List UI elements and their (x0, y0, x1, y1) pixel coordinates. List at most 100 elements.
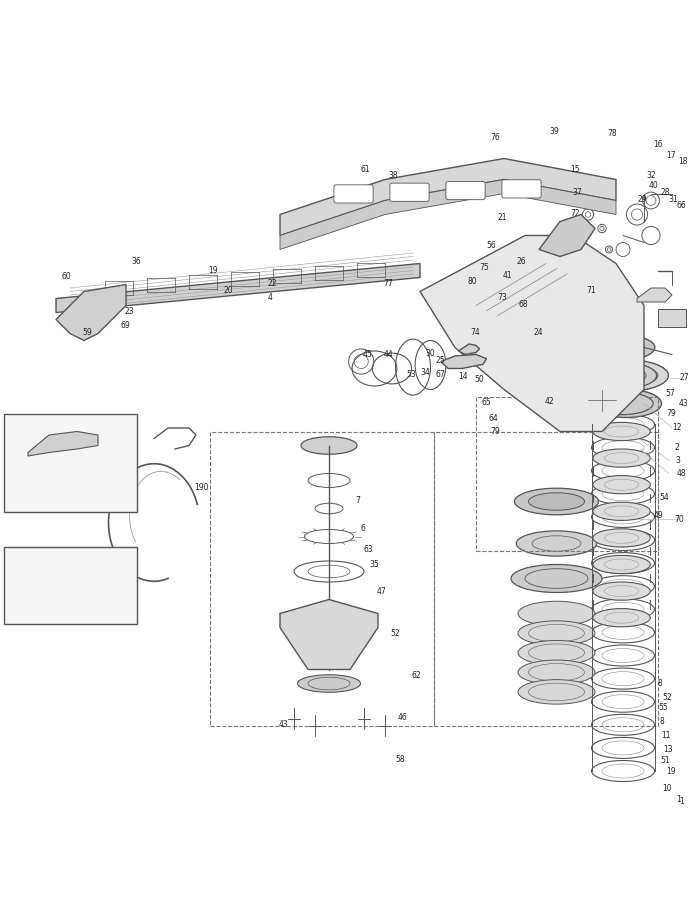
Text: 67: 67 (435, 369, 445, 379)
Ellipse shape (528, 493, 584, 510)
Text: 54: 54 (659, 494, 669, 503)
Polygon shape (28, 432, 98, 456)
Text: 8: 8 (658, 679, 663, 688)
Text: 62: 62 (412, 671, 421, 679)
FancyBboxPatch shape (334, 185, 373, 203)
Text: 64: 64 (489, 414, 498, 424)
Text: 19: 19 (666, 766, 676, 776)
Text: 190: 190 (195, 483, 209, 492)
Polygon shape (280, 158, 616, 235)
FancyBboxPatch shape (502, 180, 541, 198)
Ellipse shape (518, 641, 595, 665)
Text: 53: 53 (406, 369, 416, 379)
Text: 69: 69 (120, 321, 130, 330)
Text: 29: 29 (637, 195, 647, 204)
Text: 70: 70 (674, 515, 684, 524)
Text: 20: 20 (224, 286, 234, 295)
Text: 79: 79 (666, 409, 676, 418)
Ellipse shape (592, 390, 662, 417)
Text: 31: 31 (668, 195, 678, 204)
Bar (658, 309, 686, 326)
Text: 58: 58 (395, 754, 405, 764)
Ellipse shape (511, 564, 602, 593)
Text: 35: 35 (370, 560, 379, 569)
Ellipse shape (514, 488, 598, 515)
Text: 19: 19 (209, 266, 218, 275)
Text: 42: 42 (545, 397, 554, 406)
Bar (476, 396, 658, 550)
Text: 72: 72 (570, 209, 580, 218)
Text: 50: 50 (475, 375, 484, 383)
Text: 1: 1 (676, 795, 681, 803)
Polygon shape (420, 235, 644, 432)
Text: 28: 28 (661, 187, 671, 197)
Text: 65: 65 (482, 398, 491, 406)
Text: 7: 7 (356, 495, 360, 505)
Ellipse shape (595, 365, 658, 386)
Text: 5: 5 (559, 225, 564, 234)
Text: 56: 56 (486, 242, 496, 251)
Ellipse shape (593, 555, 650, 573)
Text: 37: 37 (573, 187, 582, 197)
Text: 77: 77 (384, 278, 393, 288)
Text: 81: 81 (518, 181, 528, 189)
Ellipse shape (593, 582, 650, 600)
Ellipse shape (584, 359, 668, 391)
Text: 44: 44 (384, 350, 393, 359)
Text: 46: 46 (398, 712, 407, 721)
Text: 61: 61 (360, 165, 370, 174)
Text: 27: 27 (680, 373, 689, 382)
Ellipse shape (593, 423, 650, 440)
Text: 4: 4 (267, 292, 272, 301)
Text: 38: 38 (389, 172, 398, 180)
Text: 74: 74 (470, 327, 480, 336)
Ellipse shape (601, 339, 643, 356)
Text: 71: 71 (587, 286, 596, 295)
Polygon shape (56, 264, 420, 312)
Ellipse shape (298, 675, 360, 692)
Text: 15: 15 (570, 165, 580, 174)
Ellipse shape (518, 680, 595, 704)
Ellipse shape (518, 601, 595, 626)
Text: 52: 52 (391, 629, 400, 638)
Text: 30: 30 (426, 348, 435, 357)
Text: 47: 47 (377, 586, 386, 596)
Ellipse shape (588, 391, 616, 415)
Text: 12: 12 (672, 424, 682, 433)
Text: 23: 23 (125, 307, 134, 315)
Ellipse shape (593, 502, 650, 520)
Ellipse shape (518, 660, 595, 685)
Ellipse shape (590, 392, 653, 414)
Text: 60: 60 (62, 272, 71, 280)
Text: 76: 76 (490, 133, 500, 142)
Text: 55: 55 (658, 704, 668, 712)
Text: 78: 78 (607, 130, 617, 139)
Ellipse shape (581, 386, 623, 421)
Text: 11: 11 (661, 732, 671, 741)
Text: 51: 51 (661, 756, 671, 765)
Text: 26: 26 (517, 257, 526, 266)
Text: 2: 2 (674, 443, 679, 452)
Polygon shape (56, 285, 126, 341)
Text: 40: 40 (648, 181, 658, 189)
Text: 49: 49 (654, 511, 664, 520)
Text: 846: 846 (83, 503, 97, 512)
Ellipse shape (593, 608, 650, 627)
Text: 48: 48 (677, 469, 687, 478)
FancyBboxPatch shape (390, 183, 429, 201)
Text: 45: 45 (363, 350, 372, 359)
Ellipse shape (301, 437, 357, 454)
Text: 1: 1 (679, 797, 684, 806)
Text: 3: 3 (676, 457, 680, 465)
Polygon shape (441, 355, 486, 369)
Text: 10: 10 (662, 784, 672, 793)
FancyBboxPatch shape (4, 547, 136, 624)
Text: 39: 39 (550, 128, 559, 136)
Text: 52: 52 (662, 693, 672, 702)
Text: 21: 21 (497, 213, 507, 222)
Text: 6: 6 (360, 524, 365, 533)
Text: 80: 80 (468, 277, 477, 286)
Text: 68: 68 (519, 300, 528, 309)
Text: 59: 59 (83, 327, 92, 336)
Text: 75: 75 (480, 263, 489, 271)
